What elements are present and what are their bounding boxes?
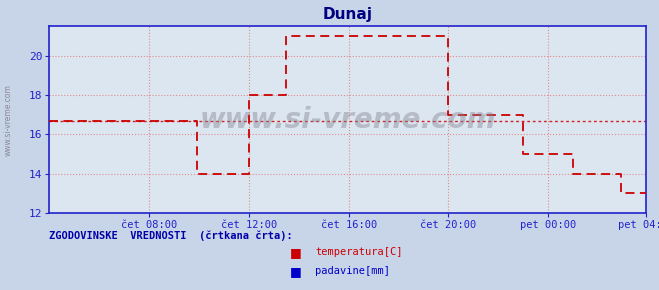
Text: padavine[mm]: padavine[mm]	[315, 266, 390, 276]
Title: Dunaj: Dunaj	[323, 7, 372, 22]
Text: ZGODOVINSKE  VREDNOSTI  (črtkana črta):: ZGODOVINSKE VREDNOSTI (črtkana črta):	[49, 231, 293, 241]
Text: ■: ■	[290, 265, 302, 278]
Text: temperatura[C]: temperatura[C]	[315, 247, 403, 257]
Text: www.si-vreme.com: www.si-vreme.com	[200, 106, 496, 134]
Text: ■: ■	[290, 246, 302, 259]
Text: www.si-vreme.com: www.si-vreme.com	[3, 84, 13, 155]
